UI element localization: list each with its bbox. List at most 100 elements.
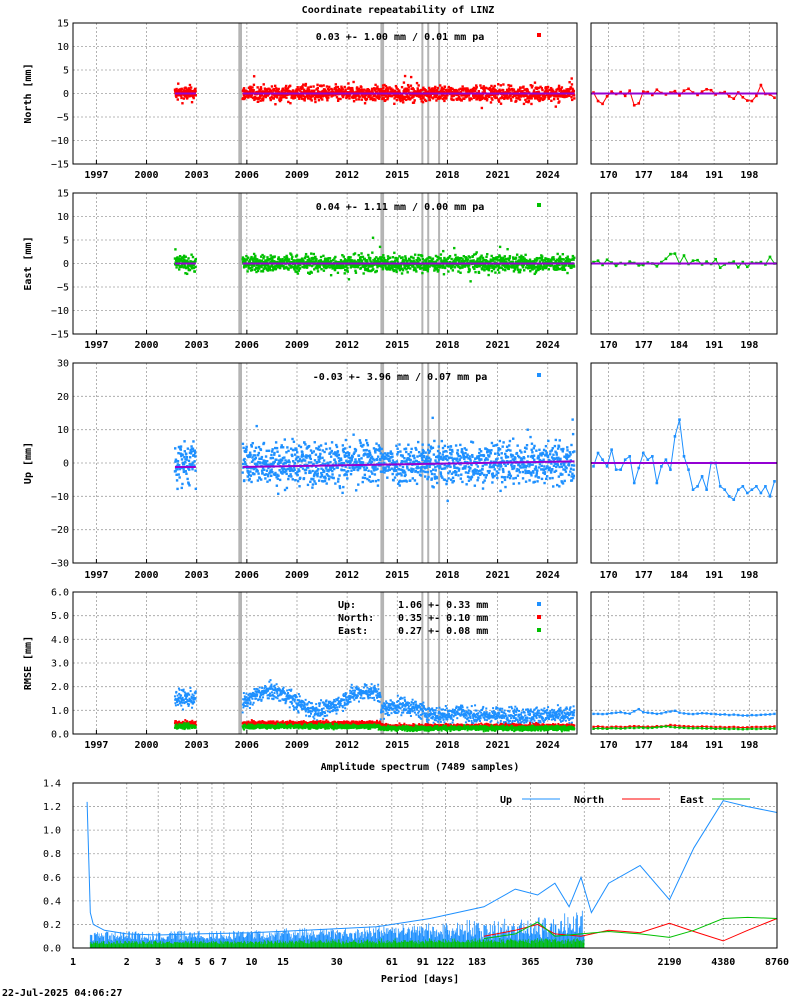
data-point [380, 447, 383, 451]
data-point [509, 460, 512, 463]
data-point [512, 482, 515, 485]
data-point [323, 475, 327, 478]
data-point [549, 86, 553, 90]
data-point [343, 468, 346, 472]
data-point [371, 265, 374, 268]
recent-data-point [736, 488, 740, 491]
data-point [347, 278, 351, 281]
data-point [518, 471, 521, 474]
data-point [300, 455, 303, 458]
data-point [446, 445, 450, 449]
data-point [416, 455, 419, 458]
data-point [482, 87, 485, 90]
data-point [266, 264, 270, 267]
data-point [525, 447, 528, 450]
data-point [262, 260, 265, 264]
data-point [524, 253, 527, 257]
data-point [561, 268, 564, 271]
data-point [499, 90, 502, 93]
data-point [270, 85, 274, 88]
data-point [407, 86, 411, 89]
data-point [348, 445, 352, 449]
data-point [533, 265, 536, 268]
data-point [572, 265, 576, 268]
data-point [384, 85, 388, 88]
data-point [535, 91, 539, 94]
data-point [281, 87, 285, 90]
data-point [358, 460, 361, 463]
data-point [191, 264, 194, 267]
data-point [471, 441, 475, 444]
data-point [367, 469, 370, 473]
data-point [555, 90, 558, 94]
data-point [188, 83, 192, 87]
data-point [186, 93, 189, 97]
recent-data-point [696, 485, 699, 488]
data-point [519, 87, 522, 90]
data-point [406, 260, 409, 263]
data-point [420, 100, 423, 103]
data-point [315, 460, 319, 464]
data-point [491, 476, 495, 479]
recent-data-point [691, 488, 695, 491]
data-point [502, 258, 506, 262]
data-point [299, 476, 302, 480]
data-point [298, 485, 301, 488]
data-point [550, 99, 553, 103]
data-point [460, 473, 463, 476]
data-point [193, 451, 197, 455]
x-tick-label: 2015 [385, 170, 409, 181]
data-point [440, 475, 443, 478]
data-point [248, 93, 251, 97]
data-point [472, 473, 475, 476]
data-point [310, 271, 313, 274]
data-point [192, 95, 195, 98]
data-point [537, 268, 540, 272]
data-point [369, 480, 372, 483]
data-point [180, 87, 183, 91]
data-point [183, 263, 186, 267]
data-point [572, 468, 575, 471]
y-tick-label: −20 [51, 525, 69, 536]
data-point [480, 97, 484, 101]
data-point [192, 453, 196, 457]
data-point [557, 84, 561, 88]
data-point [336, 271, 340, 275]
data-point [358, 439, 362, 442]
data-point [543, 481, 546, 485]
data-point [304, 255, 307, 258]
data-point [194, 265, 197, 269]
data-point [459, 443, 462, 447]
data-point [448, 260, 451, 264]
recent-data-point [696, 93, 699, 97]
data-point [386, 476, 389, 479]
data-point [571, 451, 575, 454]
data-point [420, 453, 423, 457]
data-point [511, 95, 515, 99]
y-tick-label: 0 [63, 259, 69, 270]
data-point [373, 467, 376, 470]
data-point [309, 480, 312, 483]
data-point [190, 253, 193, 256]
data-point [273, 460, 276, 464]
data-point [244, 260, 247, 263]
data-point [397, 472, 400, 476]
data-point [334, 260, 337, 263]
data-point [448, 255, 452, 258]
data-point [462, 255, 466, 258]
data-point [376, 455, 380, 458]
data-point [488, 449, 492, 453]
data-point [371, 88, 374, 92]
x-tick-label: 191 [705, 340, 723, 351]
recent-data-point [773, 96, 776, 100]
data-point [184, 272, 187, 275]
data-point [435, 260, 438, 263]
data-point [270, 95, 273, 99]
data-point [534, 97, 537, 100]
data-point [402, 479, 406, 483]
data-point [507, 448, 510, 452]
data-point [297, 455, 300, 459]
data-point [188, 456, 192, 459]
data-point [552, 89, 555, 93]
data-point [334, 460, 337, 464]
